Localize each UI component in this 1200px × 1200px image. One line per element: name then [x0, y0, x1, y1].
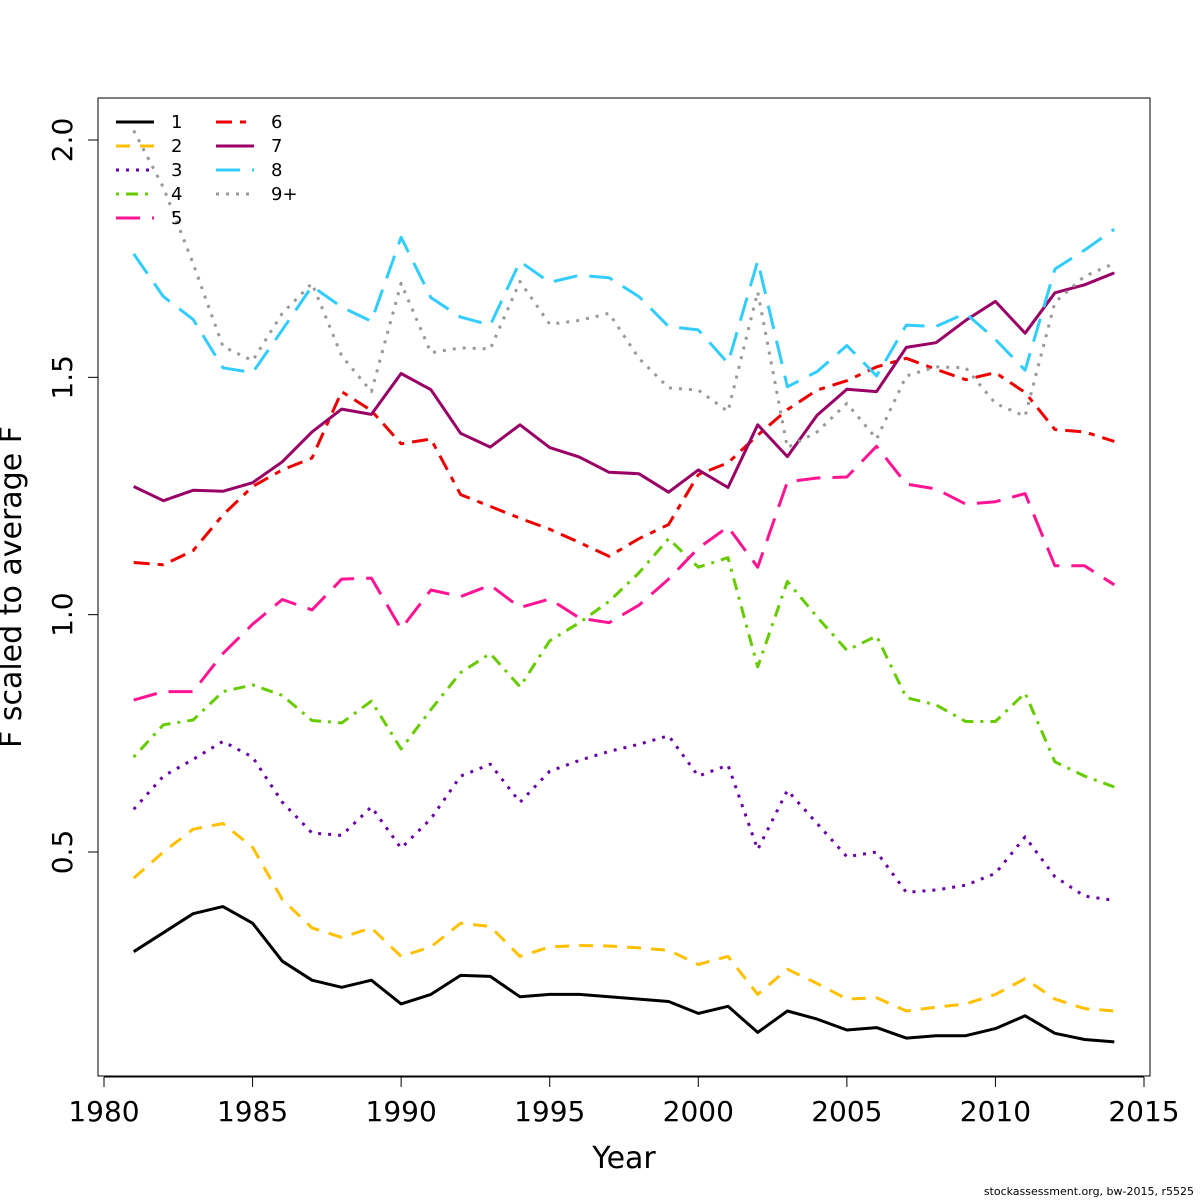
x-tick-label: 2000 [663, 1095, 734, 1128]
x-tick-label: 1990 [366, 1095, 437, 1128]
x-tick-label: 1995 [514, 1095, 585, 1128]
credit-text: stockassessment.org, bw-2015, r5525 [984, 1185, 1194, 1198]
series-line-2 [132, 822, 1115, 1013]
legend-label-7: 7 [271, 136, 282, 157]
y-tick-label: 0.5 [46, 830, 79, 875]
legend: 1 2 3 4 5 6 7 8 9+ [116, 112, 298, 229]
legend-label-2: 2 [171, 136, 182, 157]
x-tick-label: 1985 [217, 1095, 288, 1128]
series-line-9 [132, 129, 1115, 450]
series-line-3 [132, 734, 1115, 902]
series-line-6 [133, 356, 1115, 567]
series-lines [132, 129, 1116, 1044]
y-tick-label: 1.0 [46, 592, 79, 637]
x-tick-label: 2010 [960, 1095, 1031, 1128]
legend-label-5: 5 [171, 208, 182, 229]
series-line-8 [132, 227, 1116, 389]
series-line-1 [132, 905, 1115, 1044]
series-line-5 [133, 444, 1116, 702]
y-axis-title: F scaled to average F [0, 426, 29, 748]
series-line-4 [132, 537, 1115, 789]
x-tick-label: 2005 [811, 1095, 882, 1128]
x-axis: 1980 1985 1990 1995 2000 2005 2010 2015 [68, 1076, 1180, 1128]
y-tick-label: 1.5 [46, 355, 79, 400]
legend-label-4: 4 [171, 184, 182, 205]
x-tick-label: 2015 [1108, 1095, 1179, 1128]
legend-label-6: 6 [271, 112, 282, 133]
y-axis: 0.5 1.0 1.5 2.0 [46, 118, 99, 875]
legend-label-9: 9+ [271, 184, 298, 205]
series-line-7 [133, 271, 1115, 503]
x-axis-title: Year [591, 1141, 656, 1176]
x-tick-label: 1980 [68, 1095, 139, 1128]
y-tick-label: 2.0 [46, 118, 79, 163]
legend-label-8: 8 [271, 160, 282, 181]
legend-label-1: 1 [171, 112, 182, 133]
legend-label-3: 3 [171, 160, 182, 181]
